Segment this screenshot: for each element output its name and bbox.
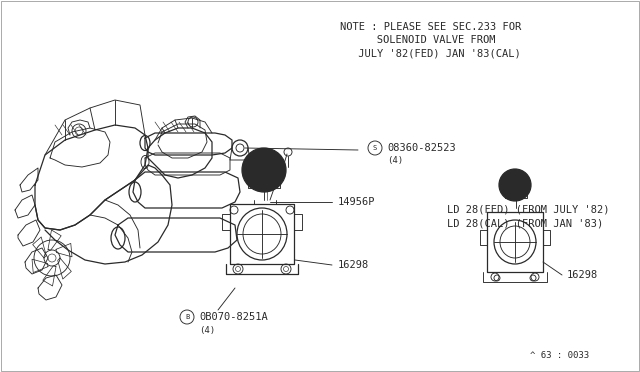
Text: S: S	[373, 145, 377, 151]
Text: 16298: 16298	[338, 260, 369, 270]
Circle shape	[242, 148, 286, 192]
Circle shape	[499, 169, 531, 201]
Text: JULY '82(FED) JAN '83(CAL): JULY '82(FED) JAN '83(CAL)	[352, 48, 521, 58]
Text: LD 28(FED) (FROM JULY '82): LD 28(FED) (FROM JULY '82)	[447, 205, 609, 215]
Text: B: B	[185, 314, 189, 320]
Text: 0B070-8251A: 0B070-8251A	[199, 312, 268, 322]
Text: ^ 63 : 0033: ^ 63 : 0033	[530, 352, 589, 360]
Text: 16298: 16298	[567, 270, 598, 280]
Text: (4): (4)	[387, 157, 403, 166]
Text: LD 28(CAL) (FROM JAN '83): LD 28(CAL) (FROM JAN '83)	[447, 218, 604, 228]
Text: (4): (4)	[199, 326, 215, 334]
Text: SOLENOID VALVE FROM: SOLENOID VALVE FROM	[358, 35, 495, 45]
Text: 08360-82523: 08360-82523	[387, 143, 456, 153]
Text: 14956P: 14956P	[338, 197, 376, 207]
Text: NOTE : PLEASE SEE SEC.233 FOR: NOTE : PLEASE SEE SEC.233 FOR	[340, 22, 521, 32]
